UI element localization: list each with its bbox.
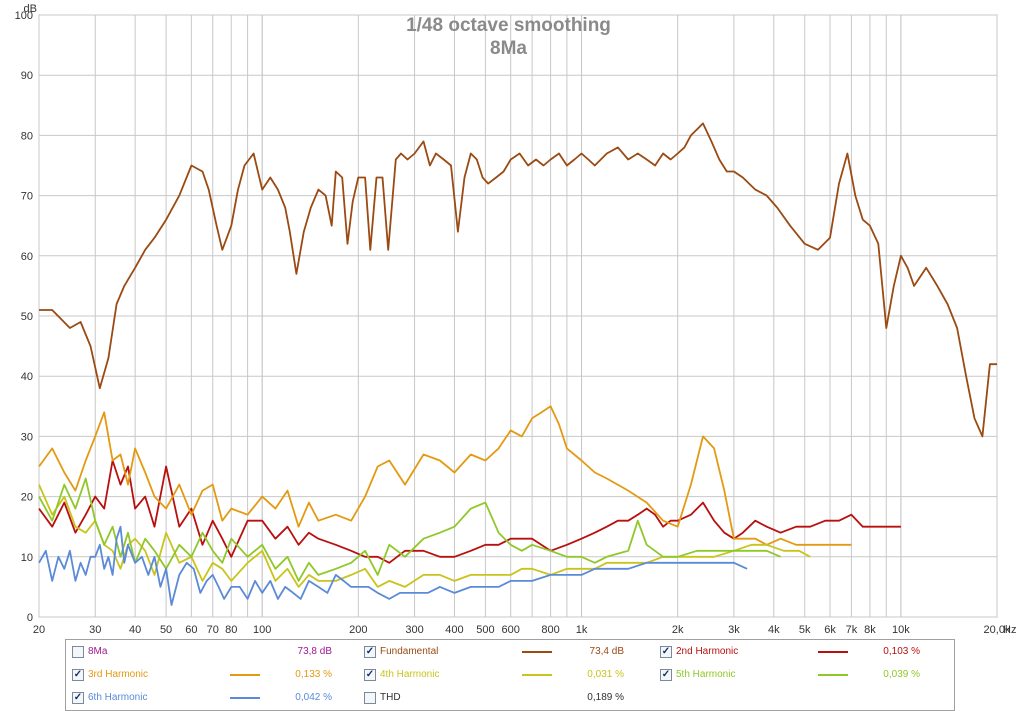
legend-item-fundamental[interactable]: ✓ Fundamental 73,4 dB — [364, 643, 644, 661]
y-tick-label: 20 — [21, 492, 33, 504]
legend-value: 0,039 % — [883, 669, 920, 680]
legend-name: Fundamental — [380, 646, 439, 657]
legend-name: 4th Harmonic — [380, 669, 440, 680]
legend-checkbox-3rd-harmonic[interactable]: ✓ — [72, 669, 84, 681]
legend-checkbox-6th-harmonic[interactable]: ✓ — [72, 692, 84, 704]
x-tick-label: 2k — [672, 624, 684, 636]
legend-name: 2nd Harmonic — [676, 646, 739, 657]
y-tick-label: 0 — [27, 612, 33, 624]
legend-swatch-line — [522, 651, 552, 653]
x-axis-unit-label: Hz — [1003, 624, 1016, 636]
legend-item-2nd-harmonic[interactable]: ✓ 2nd Harmonic 0,103 % — [660, 643, 940, 661]
legend-swatch-line — [818, 651, 848, 653]
y-tick-label: 70 — [21, 191, 33, 203]
x-tick-label: 800 — [541, 624, 559, 636]
x-tick-label: 100 — [253, 624, 271, 636]
series-line-4th-harmonic — [38, 484, 811, 588]
legend-checkbox-2nd-harmonic[interactable]: ✓ — [660, 646, 672, 658]
legend-name: 3rd Harmonic — [88, 669, 149, 680]
x-tick-label: 500 — [476, 624, 494, 636]
legend-item-thd[interactable]: THD 0,189 % — [364, 689, 644, 707]
legend-value: 0,042 % — [295, 692, 332, 703]
y-tick-label: 60 — [21, 251, 33, 263]
y-tick-label: 90 — [21, 70, 33, 82]
x-tick-label: 3k — [728, 624, 740, 636]
legend-value: 73,8 dB — [297, 646, 332, 657]
legend-panel: 8Ma 73,8 dB ✓ Fundamental 73,4 dB ✓ 2nd Harmon… — [65, 639, 955, 711]
y-tick-label: 10 — [21, 552, 33, 564]
legend-name: 6th Harmonic — [88, 692, 148, 703]
legend-value: 0,189 % — [587, 692, 624, 703]
legend-value: 0,031 % — [587, 669, 624, 680]
chart-title: 1/48 octave smoothing — [406, 15, 611, 36]
legend-item-4th-harmonic[interactable]: ✓ 4th Harmonic 0,031 % — [364, 666, 644, 684]
legend-swatch-line — [230, 674, 260, 676]
y-tick-label: 30 — [21, 431, 33, 443]
legend-value: 73,4 dB — [589, 646, 624, 657]
legend-value: 0,133 % — [295, 669, 332, 680]
legend-swatch-line — [818, 674, 848, 676]
x-tick-label: 6k — [824, 624, 836, 636]
x-tick-label: 300 — [405, 624, 423, 636]
y-tick-label: 50 — [21, 311, 33, 323]
legend-checkbox-4th-harmonic[interactable]: ✓ — [364, 669, 376, 681]
series-line-fundamental — [39, 122, 997, 438]
legend-value: 0,103 % — [883, 646, 920, 657]
legend-swatch-line — [522, 674, 552, 676]
series-line-2nd-harmonic — [38, 459, 901, 564]
legend-name: THD — [380, 692, 401, 703]
chart-subtitle: 8Ma — [490, 38, 527, 59]
series-line-3rd-harmonic — [38, 405, 852, 546]
legend-item-3rd-harmonic[interactable]: ✓ 3rd Harmonic 0,133 % — [72, 666, 352, 684]
x-tick-label: 20,0k — [984, 624, 1011, 636]
frequency-response-chart: 0 10 20 30 40 50 60 70 80 90 100 20 30 40 50 60 70 80 100 2… — [15, 3, 1017, 636]
x-tick-label: 4k — [768, 624, 780, 636]
x-tick-label: 70 — [207, 624, 219, 636]
x-tick-label: 600 — [502, 624, 520, 636]
y-tick-label: 100 — [15, 10, 33, 22]
x-tick-label: 200 — [349, 624, 367, 636]
legend-checkbox-fundamental[interactable]: ✓ — [364, 646, 376, 658]
legend-checkbox-8ma[interactable] — [72, 646, 84, 658]
series-line-6th-harmonic — [38, 525, 748, 606]
x-tick-label: 8k — [864, 624, 876, 636]
x-tick-label: 400 — [445, 624, 463, 636]
legend-checkbox-5th-harmonic[interactable]: ✓ — [660, 669, 672, 681]
legend-name: 8Ma — [88, 646, 108, 657]
x-tick-label: 5k — [799, 624, 811, 636]
legend-item-8ma[interactable]: 8Ma 73,8 dB — [72, 643, 352, 661]
x-tick-label: 1k — [576, 624, 588, 636]
x-tick-label: 50 — [160, 624, 172, 636]
y-tick-label: 80 — [21, 130, 33, 142]
legend-name: 5th Harmonic — [676, 669, 736, 680]
legend-item-6th-harmonic[interactable]: ✓ 6th Harmonic 0,042 % — [72, 689, 352, 707]
x-tick-label: 10k — [892, 624, 910, 636]
x-tick-label: 20 — [33, 624, 45, 636]
legend-checkbox-thd[interactable] — [364, 692, 376, 704]
y-axis-unit-label: dB — [24, 3, 37, 15]
x-tick-label: 30 — [89, 624, 101, 636]
x-tick-label: 80 — [225, 624, 237, 636]
x-tick-label: 40 — [129, 624, 141, 636]
legend-swatch-line — [230, 697, 260, 699]
y-tick-label: 40 — [21, 371, 33, 383]
series-line-5th-harmonic — [38, 477, 781, 582]
legend-item-5th-harmonic[interactable]: ✓ 5th Harmonic 0,039 % — [660, 666, 940, 684]
x-tick-label: 60 — [185, 624, 197, 636]
x-tick-label: 7k — [846, 624, 858, 636]
